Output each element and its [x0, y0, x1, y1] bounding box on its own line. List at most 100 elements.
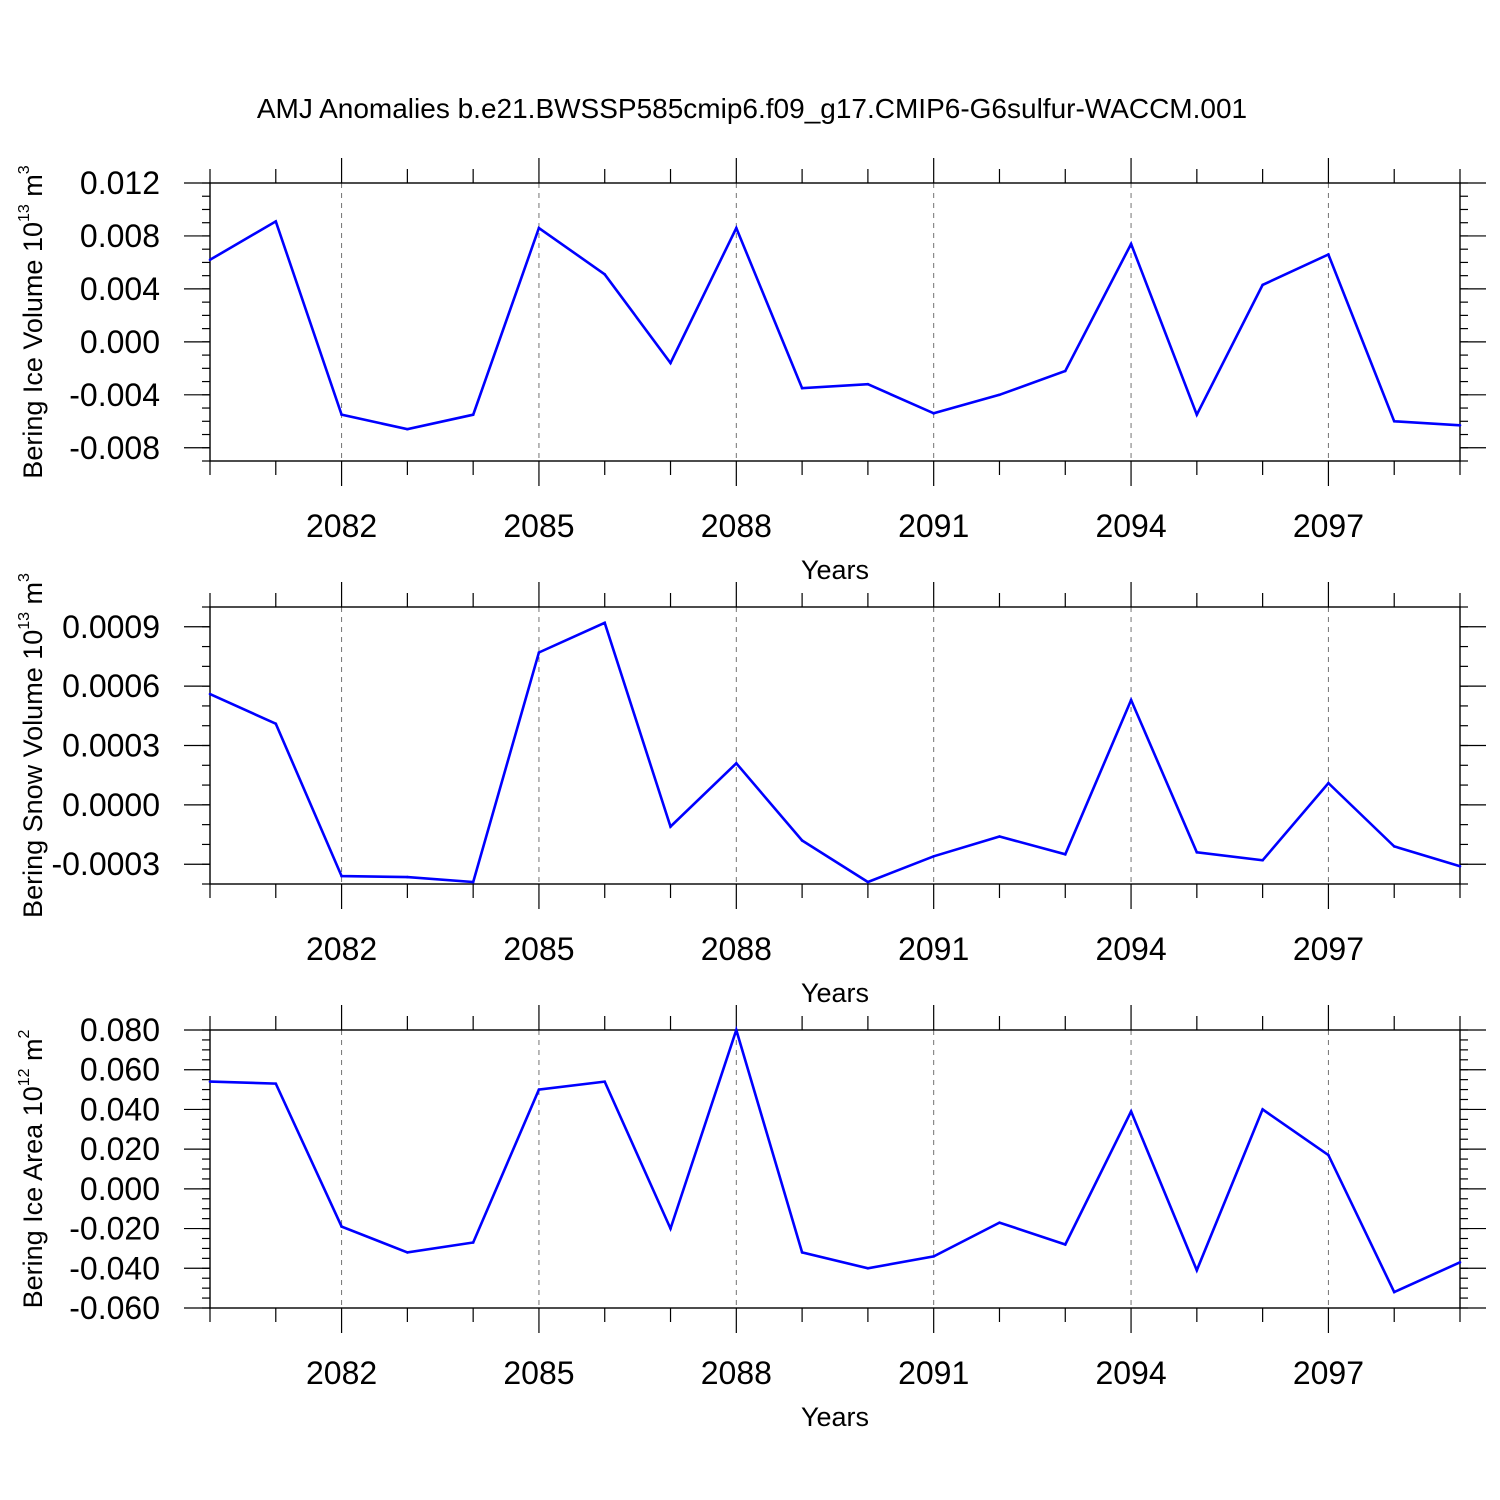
data-point [1129, 698, 1133, 702]
series-line [209, 621, 1461, 884]
data-point [735, 1028, 738, 1032]
data-point [800, 839, 804, 842]
data-point [1458, 423, 1462, 427]
x-tick-label: 2091 [898, 508, 969, 544]
data-point [340, 1225, 343, 1228]
data-point [208, 692, 212, 696]
data-point [1195, 1268, 1199, 1272]
data-point [537, 651, 541, 654]
data-point [866, 382, 870, 386]
x-tick-label: 2085 [503, 508, 574, 544]
y-tick-label: 0.040 [80, 1091, 160, 1127]
data-point [1458, 864, 1462, 868]
x-tick-label: 2088 [701, 1355, 772, 1391]
y-tick-label: -0.020 [69, 1211, 160, 1247]
x-tick-label: 2082 [306, 508, 377, 544]
data-point [1392, 845, 1396, 848]
series-line [209, 219, 1461, 431]
data-point [1327, 253, 1330, 256]
x-tick-label: 2082 [306, 931, 377, 967]
y-tick-label: -0.0003 [51, 846, 160, 882]
data-point [1129, 1110, 1133, 1113]
y-tick-label: -0.004 [69, 377, 160, 413]
x-tick-label: 2094 [1095, 931, 1166, 967]
data-point [471, 880, 475, 884]
y-tick-label: 0.000 [80, 324, 160, 360]
data-point [669, 361, 672, 365]
data-point [1195, 413, 1199, 416]
data-point [340, 874, 343, 878]
data-point [1063, 853, 1067, 856]
y-tick-label: 0.0009 [62, 609, 160, 645]
y-tick-label: -0.008 [69, 430, 160, 466]
panels: -0.008 -0.004 0.000 0.004 0.008 0.012 2082 2085… [16, 158, 1486, 1432]
data-point [340, 413, 343, 416]
data-point [669, 1227, 672, 1230]
series-line [209, 1025, 1461, 1294]
data-point [1063, 369, 1067, 373]
panel-1: -0.008 -0.004 0.000 0.004 0.008 0.012 2082 2085… [16, 158, 1486, 585]
data-point [800, 386, 804, 390]
x-tick-label: 2082 [306, 1355, 377, 1391]
plot-frame [209, 1029, 1461, 1309]
y-tick-label: 0.000 [80, 1171, 160, 1207]
x-axis-label: Years [801, 1402, 869, 1432]
y-tick-label: 0.080 [80, 1012, 160, 1048]
y-tick-label: 0.020 [80, 1131, 160, 1167]
x-axis-label: Years [801, 555, 869, 585]
data-point [866, 1266, 870, 1270]
data-point [274, 220, 278, 223]
data-point [866, 880, 870, 884]
y-tick-label: -0.060 [69, 1290, 160, 1326]
y-axis-label: Bering Ice Area 1012 m2 [16, 1029, 48, 1308]
y-tick-label: 0.060 [80, 1052, 160, 1088]
plot-frame [209, 182, 1461, 462]
data-point [1327, 1153, 1330, 1157]
panel-2: -0.0003 0.0000 0.0003 0.0006 0.0009 2082 2085 2… [16, 573, 1486, 1008]
x-tick-label: 2097 [1293, 931, 1364, 967]
data-point [998, 835, 1001, 838]
y-tick-label: -0.040 [69, 1250, 160, 1286]
data-point [932, 1255, 935, 1258]
y-tick-label: 0.0006 [62, 668, 160, 704]
x-tick-label: 2088 [701, 931, 772, 967]
data-point [998, 393, 1001, 397]
data-point [1063, 1243, 1067, 1246]
data-point [932, 855, 935, 858]
x-tick-label: 2088 [701, 508, 772, 544]
data-point [669, 825, 672, 828]
x-tick-label: 2094 [1095, 508, 1166, 544]
data-point [1195, 851, 1199, 854]
y-axis-label: Bering Snow Volume 1013 m3 [16, 573, 48, 918]
y-axis-label: Bering Ice Volume 1013 m3 [16, 165, 48, 478]
data-point [603, 1080, 607, 1083]
data-point [1261, 858, 1264, 862]
data-point [208, 1080, 212, 1083]
data-point [471, 413, 475, 416]
data-point [998, 1221, 1001, 1224]
plot-frame [209, 606, 1461, 885]
x-tick-label: 2094 [1095, 1355, 1166, 1391]
data-point [471, 1241, 475, 1244]
data-point [406, 1251, 409, 1254]
data-point [735, 762, 738, 765]
x-axis-label: Years [801, 978, 869, 1008]
data-point [1392, 419, 1396, 423]
data-point [1392, 1290, 1396, 1294]
data-point [1129, 242, 1133, 246]
data-point [537, 1088, 541, 1091]
data-point [1458, 1261, 1462, 1264]
data-point [932, 412, 935, 415]
x-tick-label: 2085 [503, 1355, 574, 1391]
x-tick-label: 2097 [1293, 508, 1364, 544]
chart-title: AMJ Anomalies b.e21.BWSSP585cmip6.f09_g1… [257, 93, 1247, 124]
y-tick-label: 0.004 [80, 271, 160, 307]
y-tick-label: 0.012 [80, 165, 160, 201]
x-tick-label: 2085 [503, 931, 574, 967]
data-point [1261, 283, 1264, 287]
y-tick-label: 0.0003 [62, 728, 160, 764]
data-point [603, 621, 607, 625]
x-tick-label: 2097 [1293, 1355, 1364, 1391]
